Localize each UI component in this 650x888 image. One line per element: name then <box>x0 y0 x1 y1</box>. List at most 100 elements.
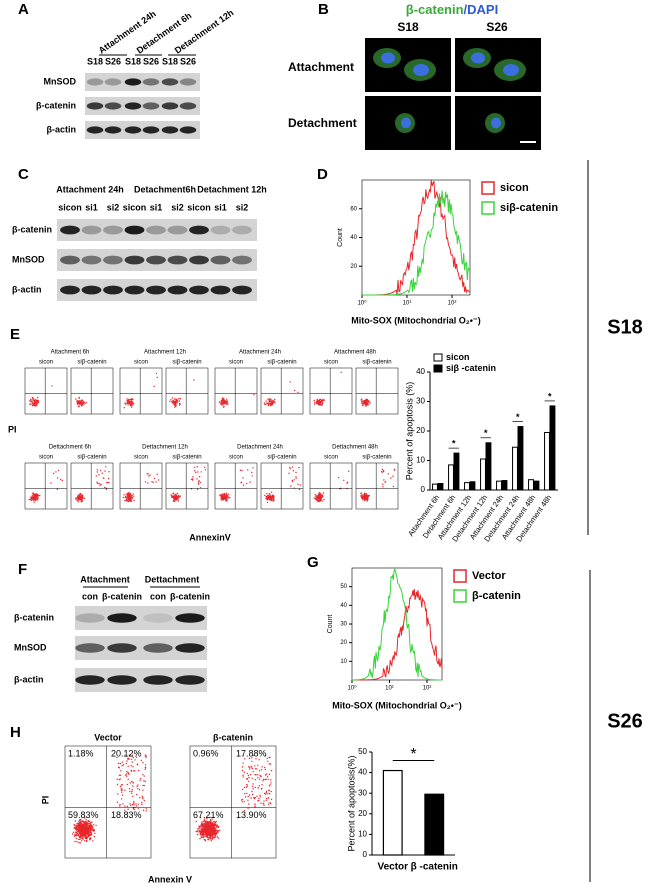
flow-event <box>210 821 212 823</box>
flow-event <box>267 494 269 496</box>
blot-band <box>142 102 160 110</box>
blot-band <box>189 255 209 265</box>
blot-band <box>60 285 80 295</box>
significance-mark: * <box>548 391 552 401</box>
x-tick-label: 10² <box>448 301 457 307</box>
side-label: S18 <box>607 316 643 338</box>
legend-label: siβ-catenin <box>500 202 558 214</box>
flow-event <box>292 470 295 472</box>
flow-event <box>82 827 84 829</box>
flow-event <box>273 499 275 501</box>
flow-event <box>204 833 206 835</box>
flow-event <box>268 797 270 799</box>
flow-event <box>30 398 32 400</box>
flow-event <box>196 488 199 490</box>
flow-event <box>108 471 110 473</box>
flow-event <box>155 481 157 483</box>
plot-title: Dettachment 6h <box>49 445 91 451</box>
flow-event <box>172 399 174 402</box>
flow-plot <box>355 462 399 510</box>
flow-event <box>142 762 144 764</box>
flow-event <box>96 482 99 484</box>
flow-event <box>129 782 131 784</box>
flow-event <box>93 824 95 826</box>
flow-event <box>172 495 174 498</box>
flow-event <box>226 401 229 403</box>
flow-event <box>84 403 86 405</box>
flow-event <box>206 822 208 824</box>
flow-event <box>142 784 144 787</box>
flow-event <box>207 825 209 827</box>
flow-event <box>170 494 172 496</box>
flow-event <box>119 774 122 776</box>
flow-event <box>37 496 39 499</box>
flow-event <box>132 399 134 401</box>
histogram-curve <box>362 179 471 296</box>
flow-event <box>82 834 84 836</box>
flow-event <box>211 831 214 834</box>
flow-event <box>196 833 199 836</box>
bar <box>480 458 486 491</box>
plot-subtitle: sicon <box>229 360 243 366</box>
cell-nucleus <box>491 117 501 129</box>
flow-event <box>265 797 268 800</box>
flow-event <box>319 404 322 406</box>
flow-event <box>132 766 134 768</box>
blot-band <box>210 255 231 265</box>
flow-event <box>173 500 176 503</box>
y-tick-label: 10 <box>416 456 425 465</box>
row-label: MnSOD <box>12 254 45 264</box>
flow-event <box>270 495 272 497</box>
blot-band <box>86 102 104 110</box>
flow-event <box>369 402 371 404</box>
flow-event <box>251 777 253 779</box>
flow-event <box>132 785 134 787</box>
flow-event <box>174 406 176 408</box>
flow-event <box>363 497 365 499</box>
flow-event <box>79 842 82 844</box>
flow-event <box>89 830 92 832</box>
cell-nucleus <box>401 117 411 129</box>
blot-band <box>60 225 80 235</box>
flow-event <box>245 786 248 788</box>
flow-event <box>133 802 135 804</box>
plot-title: Dettachment 48h <box>332 445 378 451</box>
flow-event <box>363 401 365 403</box>
flow-event <box>127 808 129 810</box>
flow-event <box>173 497 176 499</box>
flow-event <box>78 397 80 399</box>
flow-event <box>77 498 80 500</box>
significance-mark: * <box>516 412 520 422</box>
flow-event <box>322 492 325 494</box>
flow-event <box>136 785 138 787</box>
flow-event <box>105 488 108 490</box>
flow-event <box>250 765 252 768</box>
flow-event <box>94 832 96 834</box>
flow-event <box>100 483 102 486</box>
flow-event <box>198 482 200 484</box>
lane-label: sicon <box>187 202 211 212</box>
flow-event <box>79 821 82 824</box>
flow-event <box>51 385 53 387</box>
flow-event <box>269 802 272 805</box>
flow-event <box>293 479 295 481</box>
flow-event <box>81 494 84 497</box>
flow-event <box>137 788 139 790</box>
flow-event <box>121 791 123 793</box>
flow-event <box>93 829 96 831</box>
row-label: Attachment <box>288 60 354 74</box>
flow-event <box>255 758 257 760</box>
flow-event <box>321 494 323 496</box>
flow-event <box>366 398 369 401</box>
flow-event <box>105 466 107 468</box>
y-tick-label: 30 <box>340 622 347 628</box>
flow-event <box>78 838 80 841</box>
plot-subtitle: siβ-catenin <box>77 455 106 461</box>
flow-event <box>195 471 197 474</box>
flow-event <box>295 476 297 478</box>
flow-event <box>213 830 216 832</box>
flow-event <box>81 825 83 828</box>
flow-event <box>82 497 84 499</box>
flow-event <box>251 785 254 787</box>
flow-event <box>144 780 146 782</box>
